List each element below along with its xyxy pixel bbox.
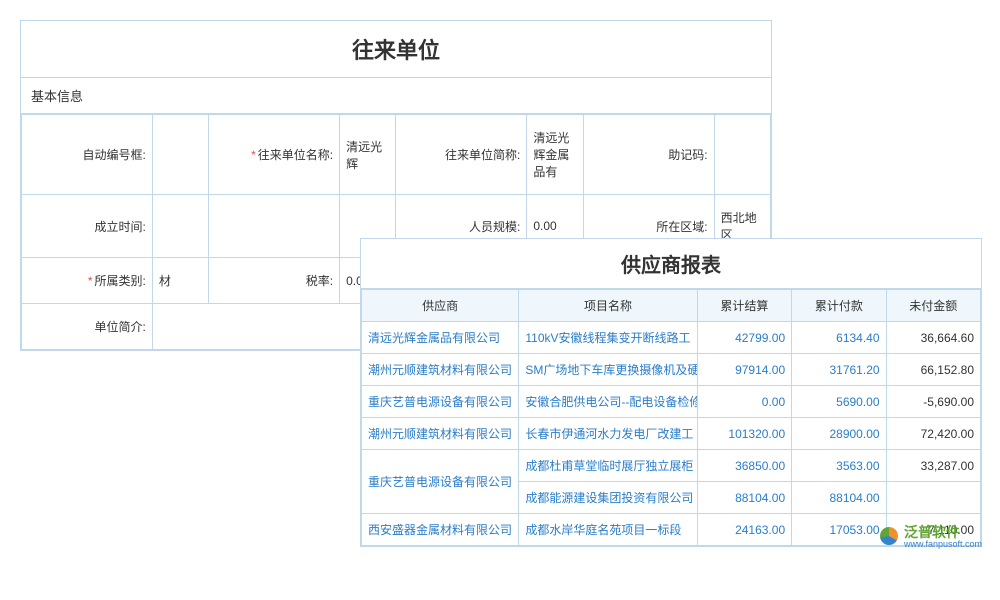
supplier-cell[interactable]: 西安盛器金属材料有限公司 [362, 514, 519, 546]
watermark: 泛普软件 www.fanpusoft.com [880, 525, 982, 550]
supplier-cell[interactable]: 清远光辉金属品有限公司 [362, 322, 519, 354]
unpaid-cell: 36,664.60 [886, 322, 980, 354]
panel2-title: 供应商报表 [361, 239, 981, 289]
form-value [714, 115, 770, 195]
form-value [152, 115, 208, 195]
paid-cell: 17053.00 [792, 514, 886, 546]
form-label: 往来单位简称: [396, 115, 527, 195]
table-row: 潮州元顺建筑材料有限公司SM广场地下车库更换摄像机及硬97914.0031761… [362, 354, 981, 386]
unpaid-cell: 66,152.80 [886, 354, 980, 386]
form-value: 材 [152, 258, 208, 304]
paid-cell: 88104.00 [792, 482, 886, 514]
form-label: 单位简介: [22, 304, 153, 350]
project-cell[interactable]: 110kV安徽线程集变开断线路工 [519, 322, 697, 354]
unpaid-cell [886, 482, 980, 514]
form-value [152, 195, 208, 258]
project-cell[interactable]: 长春市伊通河水力发电厂改建工 [519, 418, 697, 450]
table-row: 重庆艺普电源设备有限公司安徽合肥供电公司--配电设备检修0.005690.00-… [362, 386, 981, 418]
settle-cell: 24163.00 [697, 514, 791, 546]
panel1-title: 往来单位 [21, 21, 771, 78]
section-header: 基本信息 [21, 78, 771, 114]
form-value: 清远光辉 [340, 115, 396, 195]
settle-cell: 0.00 [697, 386, 791, 418]
form-value: 清远光辉金属品有 [527, 115, 583, 195]
project-cell[interactable]: 安徽合肥供电公司--配电设备检修 [519, 386, 697, 418]
column-header: 累计结算 [697, 290, 791, 322]
project-cell[interactable]: SM广场地下车库更换摄像机及硬 [519, 354, 697, 386]
column-header: 未付金额 [886, 290, 980, 322]
column-header: 项目名称 [519, 290, 697, 322]
column-header: 供应商 [362, 290, 519, 322]
paid-cell: 28900.00 [792, 418, 886, 450]
paid-cell: 5690.00 [792, 386, 886, 418]
form-label: 助记码: [583, 115, 714, 195]
supplier-cell[interactable]: 重庆艺普电源设备有限公司 [362, 450, 519, 514]
settle-cell: 101320.00 [697, 418, 791, 450]
settle-cell: 88104.00 [697, 482, 791, 514]
form-label: *所属类别: [22, 258, 153, 304]
table-row: 潮州元顺建筑材料有限公司长春市伊通河水力发电厂改建工101320.0028900… [362, 418, 981, 450]
project-cell[interactable]: 成都水岸华庭名苑项目一标段 [519, 514, 697, 546]
unpaid-cell: 72,420.00 [886, 418, 980, 450]
project-cell[interactable]: 成都能源建设集团投资有限公司 [519, 482, 697, 514]
column-header: 累计付款 [792, 290, 886, 322]
paid-cell: 3563.00 [792, 450, 886, 482]
form-label: 自动编号框: [22, 115, 153, 195]
supplier-report-panel: 供应商报表 供应商项目名称累计结算累计付款未付金额 清远光辉金属品有限公司110… [360, 238, 982, 547]
unpaid-cell: -5,690.00 [886, 386, 980, 418]
watermark-name: 泛普软件 [904, 525, 982, 540]
form-label: 税率: [209, 258, 340, 304]
supplier-table: 供应商项目名称累计结算累计付款未付金额 清远光辉金属品有限公司110kV安徽线程… [361, 289, 981, 546]
supplier-cell[interactable]: 重庆艺普电源设备有限公司 [362, 386, 519, 418]
settle-cell: 36850.00 [697, 450, 791, 482]
table-row: 重庆艺普电源设备有限公司成都杜甫草堂临时展厅独立展柜36850.003563.0… [362, 450, 981, 482]
logo-icon [880, 527, 900, 547]
settle-cell: 42799.00 [697, 322, 791, 354]
settle-cell: 97914.00 [697, 354, 791, 386]
form-label: 成立时间: [22, 195, 153, 258]
paid-cell: 6134.40 [792, 322, 886, 354]
watermark-url: www.fanpusoft.com [904, 540, 982, 550]
supplier-cell[interactable]: 潮州元顺建筑材料有限公司 [362, 354, 519, 386]
form-label [209, 195, 340, 258]
table-row: 清远光辉金属品有限公司110kV安徽线程集变开断线路工42799.006134.… [362, 322, 981, 354]
form-row: 自动编号框: *往来单位名称:清远光辉往来单位简称:清远光辉金属品有助记码: [22, 115, 771, 195]
paid-cell: 31761.20 [792, 354, 886, 386]
project-cell[interactable]: 成都杜甫草堂临时展厅独立展柜 [519, 450, 697, 482]
supplier-cell[interactable]: 潮州元顺建筑材料有限公司 [362, 418, 519, 450]
form-label: *往来单位名称: [209, 115, 340, 195]
unpaid-cell: 33,287.00 [886, 450, 980, 482]
